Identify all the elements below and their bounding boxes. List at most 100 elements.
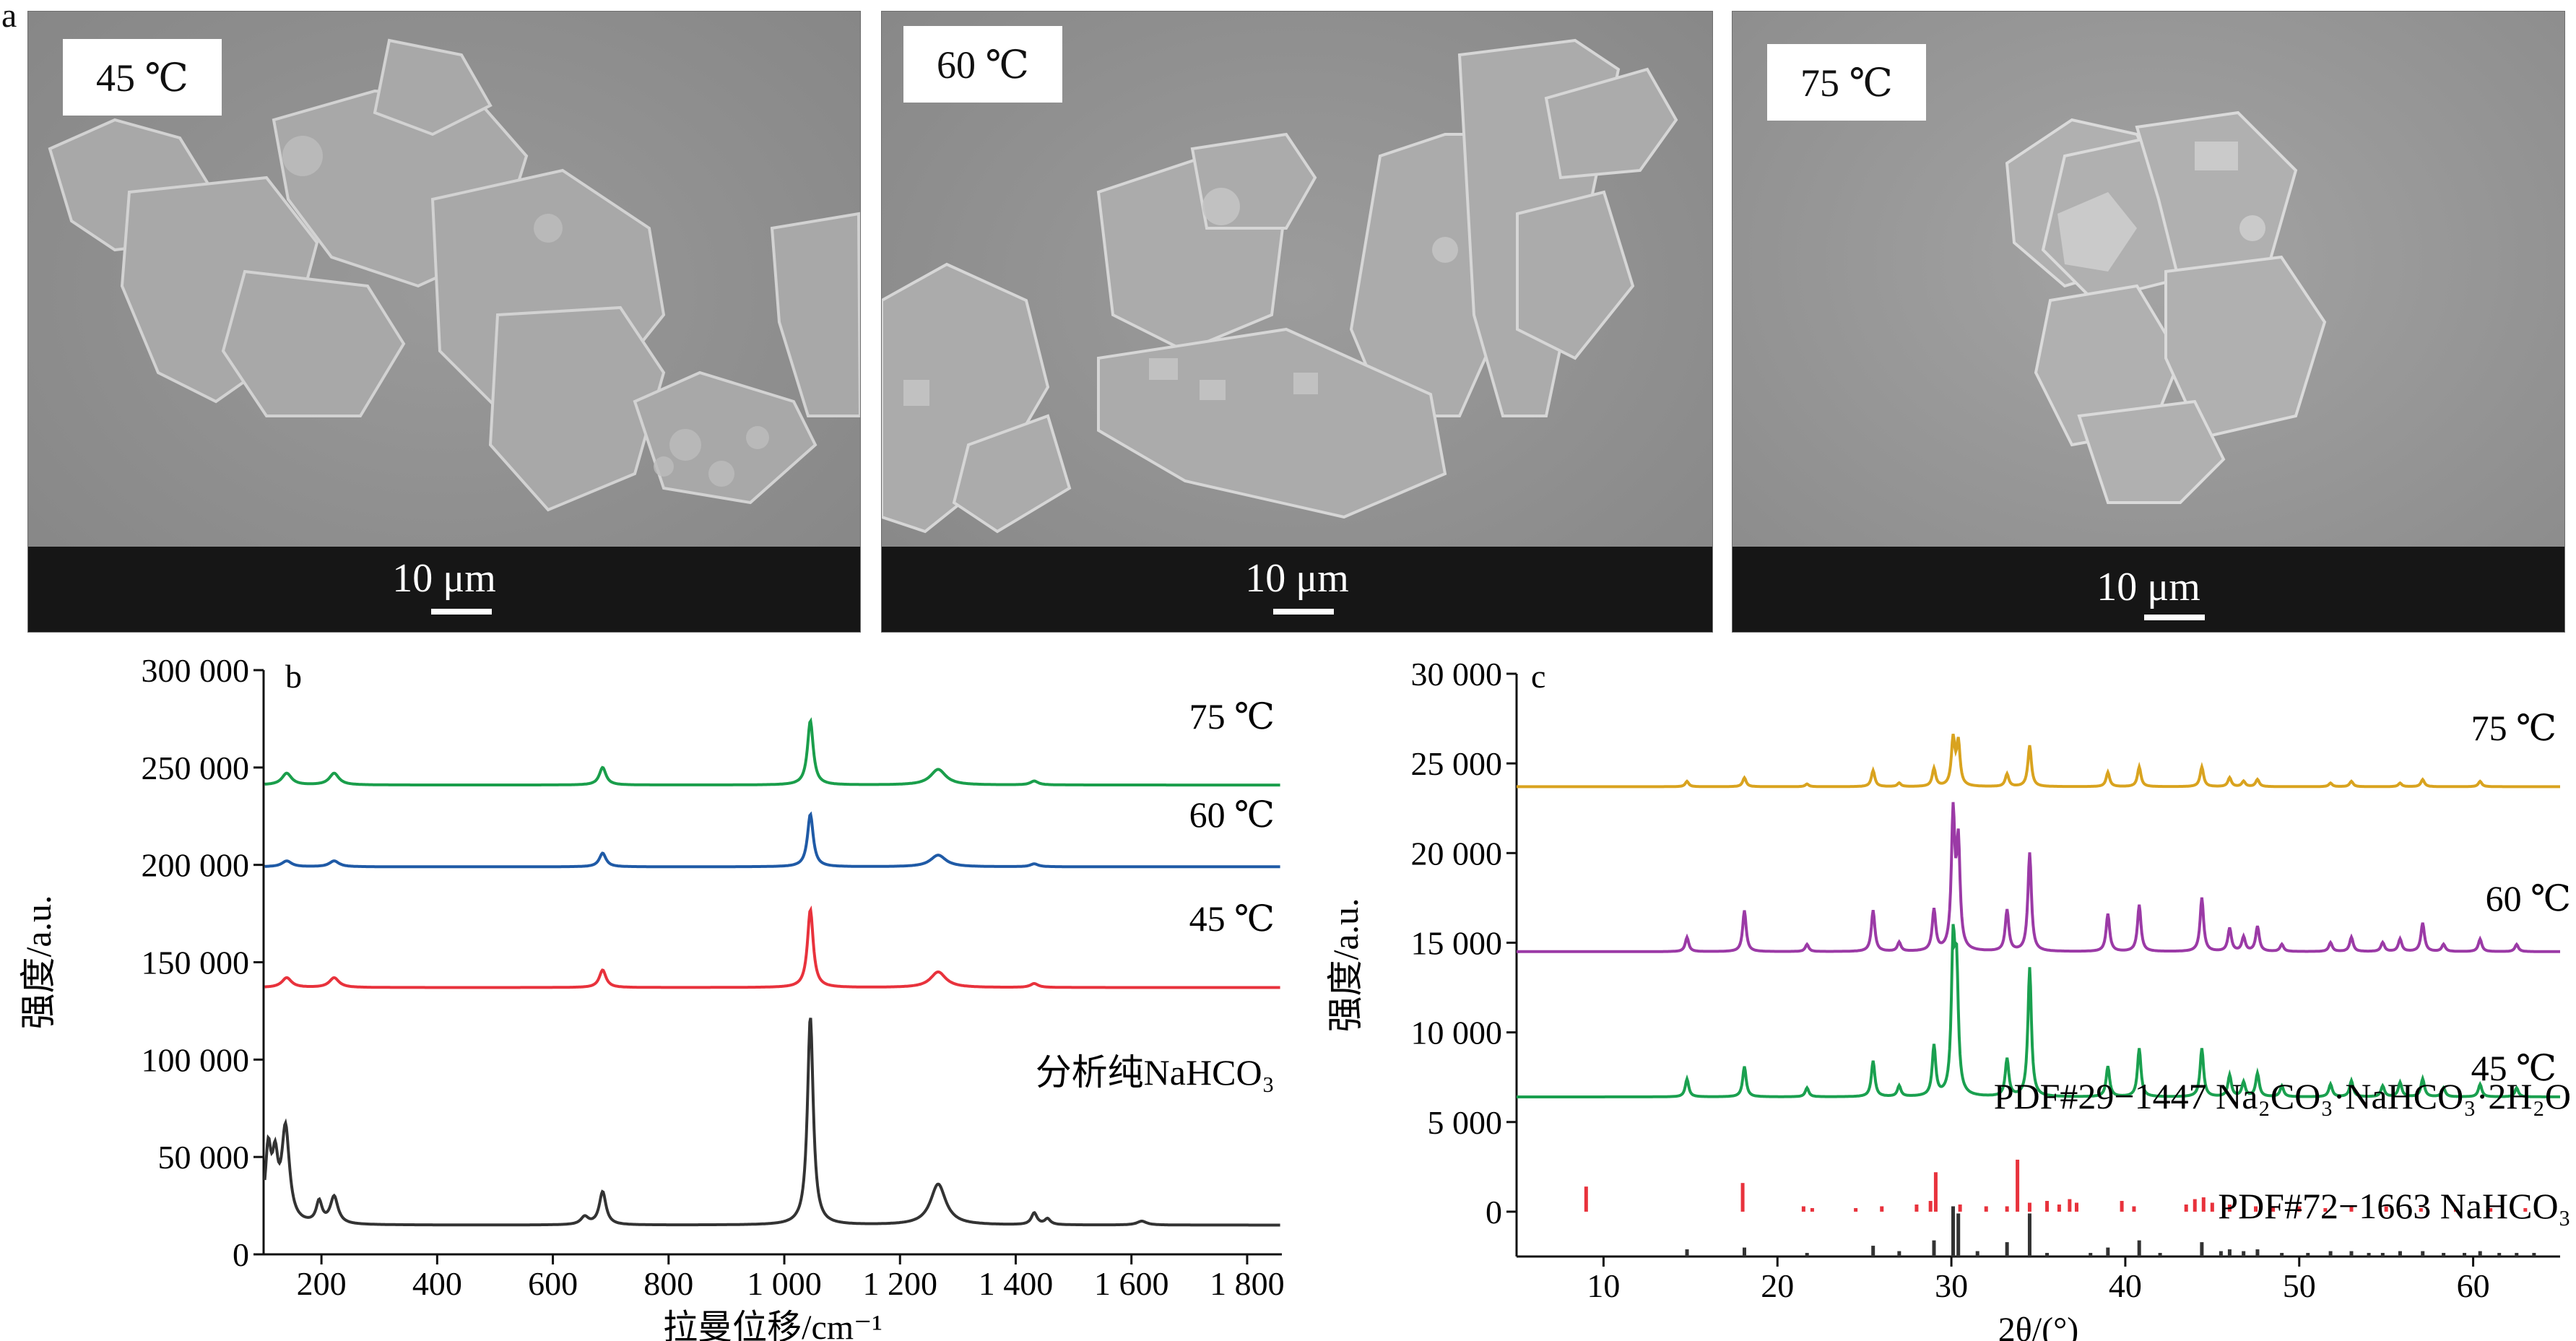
series-label: 45 ℃ bbox=[1189, 898, 1275, 939]
reference-stick bbox=[1958, 1204, 1962, 1212]
reference-stick bbox=[1810, 1207, 1814, 1212]
reference-stick bbox=[2255, 1249, 2260, 1257]
sem-label-60c: 60 ℃ bbox=[903, 26, 1062, 103]
y-tick-label: 20 000 bbox=[1411, 835, 1503, 872]
sem-image-45c: 45 ℃ 10 μm bbox=[27, 11, 861, 633]
reference-stick bbox=[2380, 1253, 2385, 1257]
xrd-pattern-line bbox=[1517, 802, 2560, 953]
y-tick-label: 0 bbox=[1486, 1194, 1502, 1231]
reference-stick bbox=[2227, 1249, 2232, 1257]
series-label: 60 ℃ bbox=[1189, 794, 1275, 835]
reference-stick bbox=[1928, 1201, 1933, 1212]
reference-stick bbox=[2158, 1253, 2162, 1257]
series-label: 60 ℃ bbox=[2486, 878, 2571, 919]
reference-stick bbox=[2210, 1202, 2214, 1212]
reference-stick bbox=[2137, 1240, 2141, 1257]
scale-bar-line bbox=[1273, 609, 1334, 615]
reference-stick bbox=[2442, 1253, 2446, 1257]
scale-bar-text: 10 μm bbox=[392, 556, 496, 601]
reference-stick bbox=[2254, 1206, 2258, 1212]
reference-stick bbox=[2193, 1199, 2197, 1212]
reference-stick bbox=[2515, 1253, 2519, 1257]
reference-stick bbox=[2497, 1253, 2502, 1257]
reference-stick bbox=[2328, 1251, 2333, 1257]
y-tick-label: 5 000 bbox=[1428, 1104, 1503, 1141]
x-tick-label: 30 bbox=[1935, 1267, 1968, 1304]
reference-stick bbox=[2219, 1251, 2223, 1257]
x-axis-title: 拉曼位移/cm⁻¹ bbox=[663, 1309, 882, 1341]
y-tick-label: 300 000 bbox=[142, 652, 250, 689]
reference-stick bbox=[1584, 1186, 1588, 1212]
raman-chart: b 0 50 000 100 000 150 000 200 000 250 000 300 … bbox=[18, 652, 1285, 1341]
reference-stick bbox=[1685, 1249, 1689, 1257]
reference-stick bbox=[2027, 1202, 2031, 1212]
reference-stick bbox=[2057, 1204, 2061, 1212]
y-tick-label: 15 000 bbox=[1411, 924, 1503, 961]
reference-stick bbox=[2523, 1207, 2528, 1212]
reference-stick bbox=[2120, 1201, 2124, 1212]
x-tick-label: 1 200 bbox=[863, 1265, 938, 1302]
y-axis-title: 强度/a.u. bbox=[18, 895, 58, 1029]
y-tick-label: 30 000 bbox=[1411, 656, 1503, 693]
reference-stick bbox=[1740, 1183, 1745, 1212]
reference-stick bbox=[2367, 1253, 2371, 1257]
scale-bar-text: 10 μm bbox=[2096, 565, 2200, 609]
x-tick-label: 600 bbox=[528, 1265, 578, 1302]
spectrum-line bbox=[263, 1017, 1280, 1227]
reference-stick bbox=[2271, 1206, 2276, 1212]
reference-stick bbox=[2532, 1253, 2536, 1257]
x-tick-label: 200 bbox=[297, 1265, 347, 1302]
y-tick-label: 50 000 bbox=[158, 1139, 250, 1176]
reference-label: PDF#72−1663 NaHCO₃ bbox=[2218, 1186, 2571, 1226]
reference-stick bbox=[2384, 1206, 2388, 1212]
sem-image-75c: 75 ℃ 10 μm bbox=[1732, 11, 2565, 633]
crystal-aggregate-graphic bbox=[28, 12, 860, 632]
x-tick-label: 1 600 bbox=[1094, 1265, 1169, 1302]
reference-stick bbox=[2068, 1199, 2072, 1212]
reference-stick bbox=[2074, 1202, 2078, 1212]
crystal-aggregate-graphic bbox=[882, 12, 1712, 632]
y-tick-label: 25 000 bbox=[1411, 745, 1503, 782]
x-tick-label: 400 bbox=[412, 1265, 462, 1302]
scale-bar-45c: 10 μm bbox=[28, 547, 860, 632]
reference-stick bbox=[2421, 1251, 2425, 1257]
reference-stick bbox=[1975, 1251, 1979, 1257]
panel-a-letter: a bbox=[1, 0, 17, 35]
reference-stick bbox=[2106, 1247, 2110, 1257]
reference-stick bbox=[2045, 1201, 2050, 1212]
reference-stick bbox=[2227, 1204, 2232, 1212]
reference-stick bbox=[2184, 1204, 2188, 1212]
reference-stick bbox=[2419, 1207, 2423, 1212]
reference-stick bbox=[1871, 1246, 1875, 1257]
reference-stick bbox=[2349, 1251, 2354, 1257]
reference-stick bbox=[1956, 1213, 1961, 1257]
spectrum-line bbox=[264, 717, 1280, 787]
reference-stick bbox=[2200, 1242, 2204, 1257]
sem-label-75c: 75 ℃ bbox=[1767, 44, 1926, 121]
x-tick-label: 60 bbox=[2457, 1267, 2490, 1304]
reference-stick bbox=[2349, 1206, 2354, 1212]
spectrum-line bbox=[264, 905, 1280, 989]
x-tick-label: 800 bbox=[643, 1265, 693, 1302]
x-tick-label: 20 bbox=[1761, 1267, 1794, 1304]
x-tick-label: 1 000 bbox=[747, 1265, 822, 1302]
y-axis-title: 强度/a.u. bbox=[1325, 898, 1366, 1032]
x-axis-title: 2θ/(°) bbox=[1998, 1311, 2079, 1341]
panel-c-letter: c bbox=[1531, 658, 1545, 695]
reference-stick bbox=[2132, 1206, 2136, 1212]
reference-stick bbox=[1880, 1206, 1884, 1212]
x-tick-label: 1 800 bbox=[1210, 1265, 1285, 1302]
series-label: 75 ℃ bbox=[1189, 696, 1275, 737]
reference-stick bbox=[1854, 1207, 1858, 1212]
spectrum-line bbox=[264, 811, 1280, 869]
x-tick-label: 40 bbox=[2109, 1267, 2142, 1304]
xrd-chart: c 0 5 000 10 000 15 000 20 000 25 000 30 000 10 2… bbox=[1325, 656, 2571, 1341]
y-tick-label: 150 000 bbox=[142, 945, 250, 981]
reference-stick bbox=[1805, 1253, 1809, 1257]
series-label: 45 ℃ bbox=[2471, 1048, 2557, 1088]
reference-stick bbox=[1742, 1247, 1746, 1257]
reference-stick bbox=[1801, 1206, 1805, 1212]
reference-stick bbox=[1897, 1251, 1901, 1257]
reference-stick bbox=[2242, 1251, 2246, 1257]
reference-stick bbox=[1984, 1206, 1988, 1212]
